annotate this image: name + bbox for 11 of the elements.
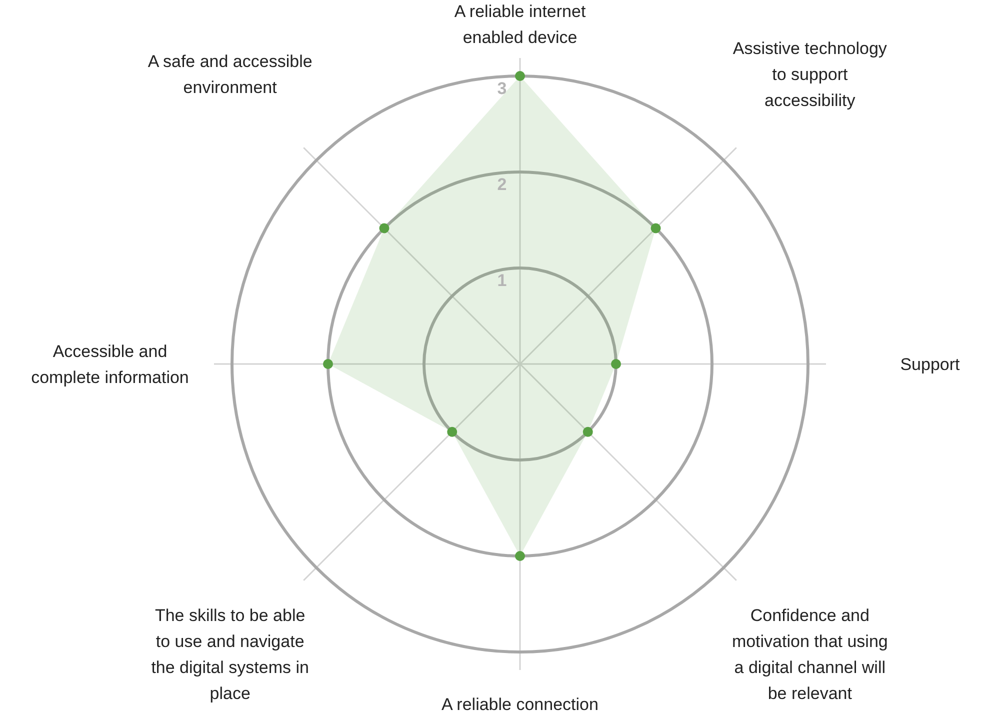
spoke-label: A safe and accessible environment	[148, 52, 312, 98]
y-tick-label: 3	[497, 79, 507, 98]
spoke-label: Confidence and motivation that using a digital channel will be relevant	[732, 606, 888, 703]
spoke-label: A reliable internet enabled device	[454, 2, 586, 47]
spoke-label: Support	[900, 355, 960, 374]
spoke-label: Accessible and complete information	[31, 342, 189, 387]
spoke-label: A reliable connection	[442, 695, 598, 714]
y-tick-label: 2	[497, 175, 507, 194]
spoke-label: The skills to be able to use and navigate the digital systems in place	[151, 606, 309, 703]
spoke-label: Assistive technology to support accessibility	[732, 39, 888, 110]
y-tick-label: 1	[497, 271, 507, 290]
